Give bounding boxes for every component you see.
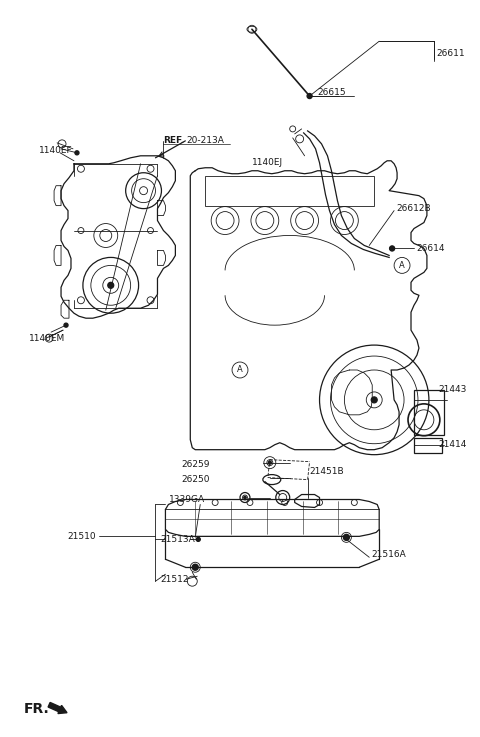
Text: 21443: 21443 (439, 385, 467, 394)
Circle shape (307, 94, 312, 99)
Circle shape (343, 534, 349, 540)
Text: 20-213A: 20-213A (186, 136, 224, 145)
Circle shape (371, 397, 377, 403)
Circle shape (64, 323, 68, 327)
Circle shape (390, 246, 395, 251)
Bar (414, 438, 442, 453)
Circle shape (268, 461, 271, 464)
Text: 21512: 21512 (160, 575, 189, 584)
Text: 26612B: 26612B (396, 204, 431, 213)
Bar (205, 175, 374, 206)
Text: 21516A: 21516A (371, 550, 406, 559)
Text: A: A (399, 261, 405, 270)
Circle shape (390, 246, 394, 251)
Circle shape (108, 282, 114, 288)
Text: 21414: 21414 (439, 440, 467, 450)
Text: 26611: 26611 (436, 49, 465, 57)
Text: 26259: 26259 (181, 460, 210, 469)
Text: 21510: 21510 (67, 532, 96, 541)
Text: 26614: 26614 (416, 244, 444, 253)
Text: 26615: 26615 (318, 88, 346, 97)
Text: 21451B: 21451B (310, 467, 344, 476)
Text: REF.: REF. (164, 136, 185, 145)
Bar (414, 390, 444, 435)
Text: 1140EJ: 1140EJ (252, 158, 283, 167)
Text: 1140EM: 1140EM (29, 334, 65, 343)
FancyArrow shape (48, 702, 67, 713)
Text: 26250: 26250 (181, 475, 210, 484)
Text: A: A (237, 366, 243, 374)
Circle shape (196, 537, 200, 542)
Text: 21513A: 21513A (160, 535, 195, 544)
Circle shape (192, 565, 198, 570)
Text: 1140EF: 1140EF (39, 147, 73, 156)
Text: FR.: FR. (23, 702, 49, 716)
Text: 1339GA: 1339GA (169, 495, 205, 504)
Circle shape (244, 496, 246, 499)
Circle shape (75, 151, 79, 155)
